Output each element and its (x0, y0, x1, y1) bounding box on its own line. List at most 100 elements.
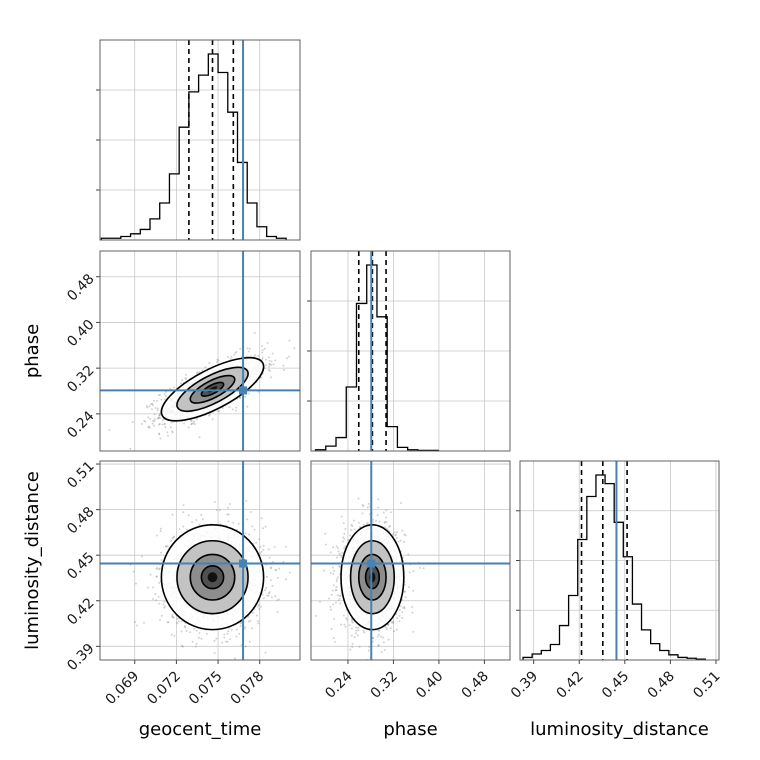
sample-point (201, 518, 204, 521)
sample-point (253, 528, 256, 531)
sample-point (159, 393, 162, 396)
sample-point (156, 417, 159, 420)
sample-point (159, 530, 162, 533)
hist-geocent_time-frame (99, 39, 301, 241)
sample-point (351, 619, 354, 622)
sample-point (163, 422, 166, 425)
sample-point (167, 621, 170, 624)
sample-point (407, 553, 410, 556)
sample-point (343, 532, 346, 535)
sample-point (351, 525, 354, 528)
x-axis-label-phase: phase (383, 719, 437, 740)
histogram-phase (314, 264, 440, 452)
sample-point (345, 617, 348, 620)
sample-point (227, 513, 230, 516)
sample-point (377, 629, 380, 632)
sample-point (153, 399, 156, 402)
sample-point (247, 615, 250, 618)
sample-point (398, 608, 401, 611)
sample-point (195, 372, 198, 375)
sample-point (235, 635, 238, 638)
sample-point (152, 597, 155, 600)
sample-point (226, 632, 229, 635)
sample-point (355, 626, 358, 629)
contour-line (176, 366, 249, 413)
sample-point (336, 547, 339, 550)
sample-point (391, 533, 394, 536)
sample-point (343, 623, 346, 626)
sample-point (148, 405, 151, 408)
sample-point (344, 545, 347, 548)
sample-point (198, 371, 201, 374)
sample-point (285, 357, 288, 360)
sample-point (395, 536, 398, 539)
sample-point (336, 594, 339, 597)
sample-point (196, 418, 199, 421)
sample-point (251, 525, 254, 528)
sample-point (328, 597, 331, 600)
sample-point (233, 353, 236, 356)
scatter-phase-luminosity_distance-frame (310, 460, 511, 661)
sample-point (403, 607, 406, 610)
sample-point (218, 509, 221, 512)
sample-point (396, 617, 399, 620)
sample-point (158, 432, 161, 435)
sample-point (198, 523, 201, 526)
sample-point (204, 366, 207, 369)
x-tick-label: 0.072 (144, 668, 184, 708)
sample-point (169, 387, 172, 390)
sample-point (342, 540, 345, 543)
sample-point (399, 539, 402, 542)
hist-phase-grid (311, 251, 510, 451)
sample-point (276, 599, 279, 602)
sample-point (404, 596, 407, 599)
sample-point (151, 404, 154, 407)
sample-point (266, 342, 269, 345)
sample-point (268, 556, 271, 559)
sample-point (135, 624, 138, 627)
sample-point (349, 534, 352, 537)
sample-point (229, 638, 232, 641)
sample-point (193, 423, 196, 426)
sample-point (267, 356, 270, 359)
sample-point (151, 422, 154, 425)
sample-point (233, 657, 236, 660)
sample-point (398, 614, 401, 617)
sample-point (335, 580, 338, 583)
sample-point (412, 630, 415, 633)
sample-point (171, 430, 174, 433)
sample-point (377, 498, 380, 501)
sample-point (393, 630, 396, 633)
sample-point (164, 426, 167, 429)
sample-point (402, 540, 405, 543)
sample-point (349, 648, 352, 651)
sample-point (375, 666, 377, 668)
sample-point (338, 552, 341, 555)
sample-point (344, 625, 347, 628)
sample-point (259, 545, 262, 548)
sample-point (372, 518, 375, 521)
sample-point (239, 396, 242, 399)
sample-point (387, 638, 390, 641)
sample-point (390, 621, 393, 624)
sample-point (250, 627, 253, 630)
sample-point (356, 634, 359, 637)
sample-point (151, 402, 154, 405)
sample-point (160, 559, 163, 562)
sample-point (362, 505, 365, 508)
sample-point (153, 424, 156, 427)
sample-point (368, 645, 371, 648)
y-tick-label: 0.39 (64, 641, 97, 674)
sample-point (385, 521, 388, 524)
sample-point (351, 642, 354, 645)
sample-point (260, 517, 263, 520)
sample-point (157, 417, 160, 420)
sample-point (191, 640, 194, 643)
sample-point (227, 630, 230, 633)
sample-point (367, 502, 370, 505)
sample-point (399, 605, 402, 608)
sample-point (183, 625, 186, 628)
sample-point (271, 352, 274, 355)
sample-point (392, 620, 395, 623)
